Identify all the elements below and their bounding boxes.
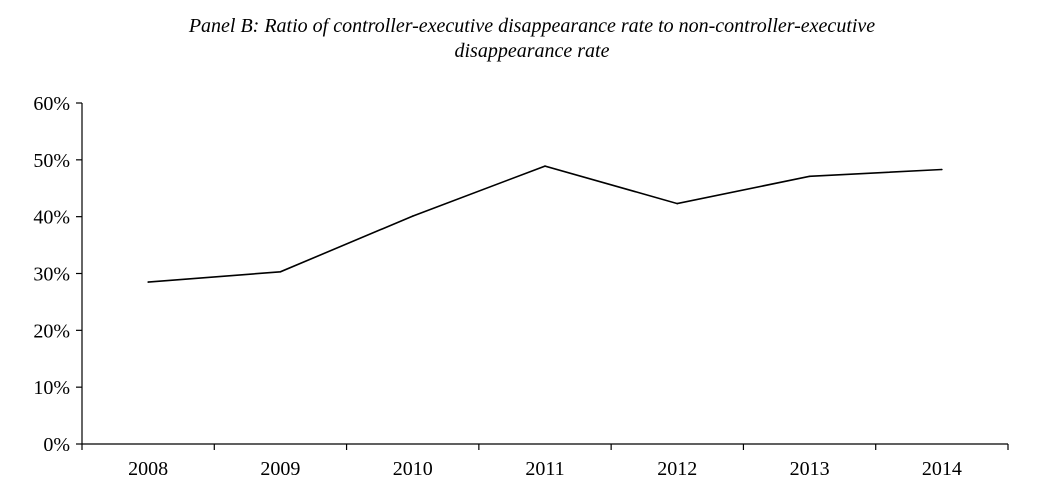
data-point [808, 175, 811, 178]
y-tick-label: 20% [33, 320, 70, 342]
chart-axes [81, 103, 1008, 445]
x-tick-label: 2014 [922, 458, 962, 480]
y-tick-label: 0% [43, 434, 70, 456]
y-tick-label: 50% [33, 150, 70, 172]
data-point [147, 281, 149, 283]
y-tick-label: 60% [33, 93, 70, 115]
x-tick-label: 2008 [128, 458, 168, 480]
data-point [279, 270, 282, 273]
data-point [411, 215, 414, 217]
data-point [676, 202, 679, 205]
x-tick-label: 2011 [525, 458, 564, 480]
x-axis-ticks: 2008 2009 2010 2011 2012 2013 2014 [81, 444, 1009, 480]
y-tick-label: 30% [33, 264, 70, 286]
data-point [941, 168, 943, 171]
y-tick-label: 10% [33, 377, 70, 399]
x-tick-label: 2009 [260, 458, 300, 480]
series-line [148, 165, 942, 283]
chart-title: Panel B: Ratio of controller-executive d… [0, 14, 1064, 64]
data-point [544, 165, 546, 167]
y-axis-ticks: 0% 10% 20% 30% 40% 50% 60% [33, 93, 82, 456]
chart-series [147, 165, 943, 283]
x-tick-label: 2010 [393, 458, 433, 480]
chart-title-line-1: Panel B: Ratio of controller-executive d… [188, 15, 876, 37]
x-tick-label: 2013 [790, 458, 830, 480]
y-tick-label: 40% [33, 207, 70, 229]
x-tick-label: 2012 [657, 458, 697, 480]
chart-title-line-2: disappearance rate [454, 40, 610, 62]
